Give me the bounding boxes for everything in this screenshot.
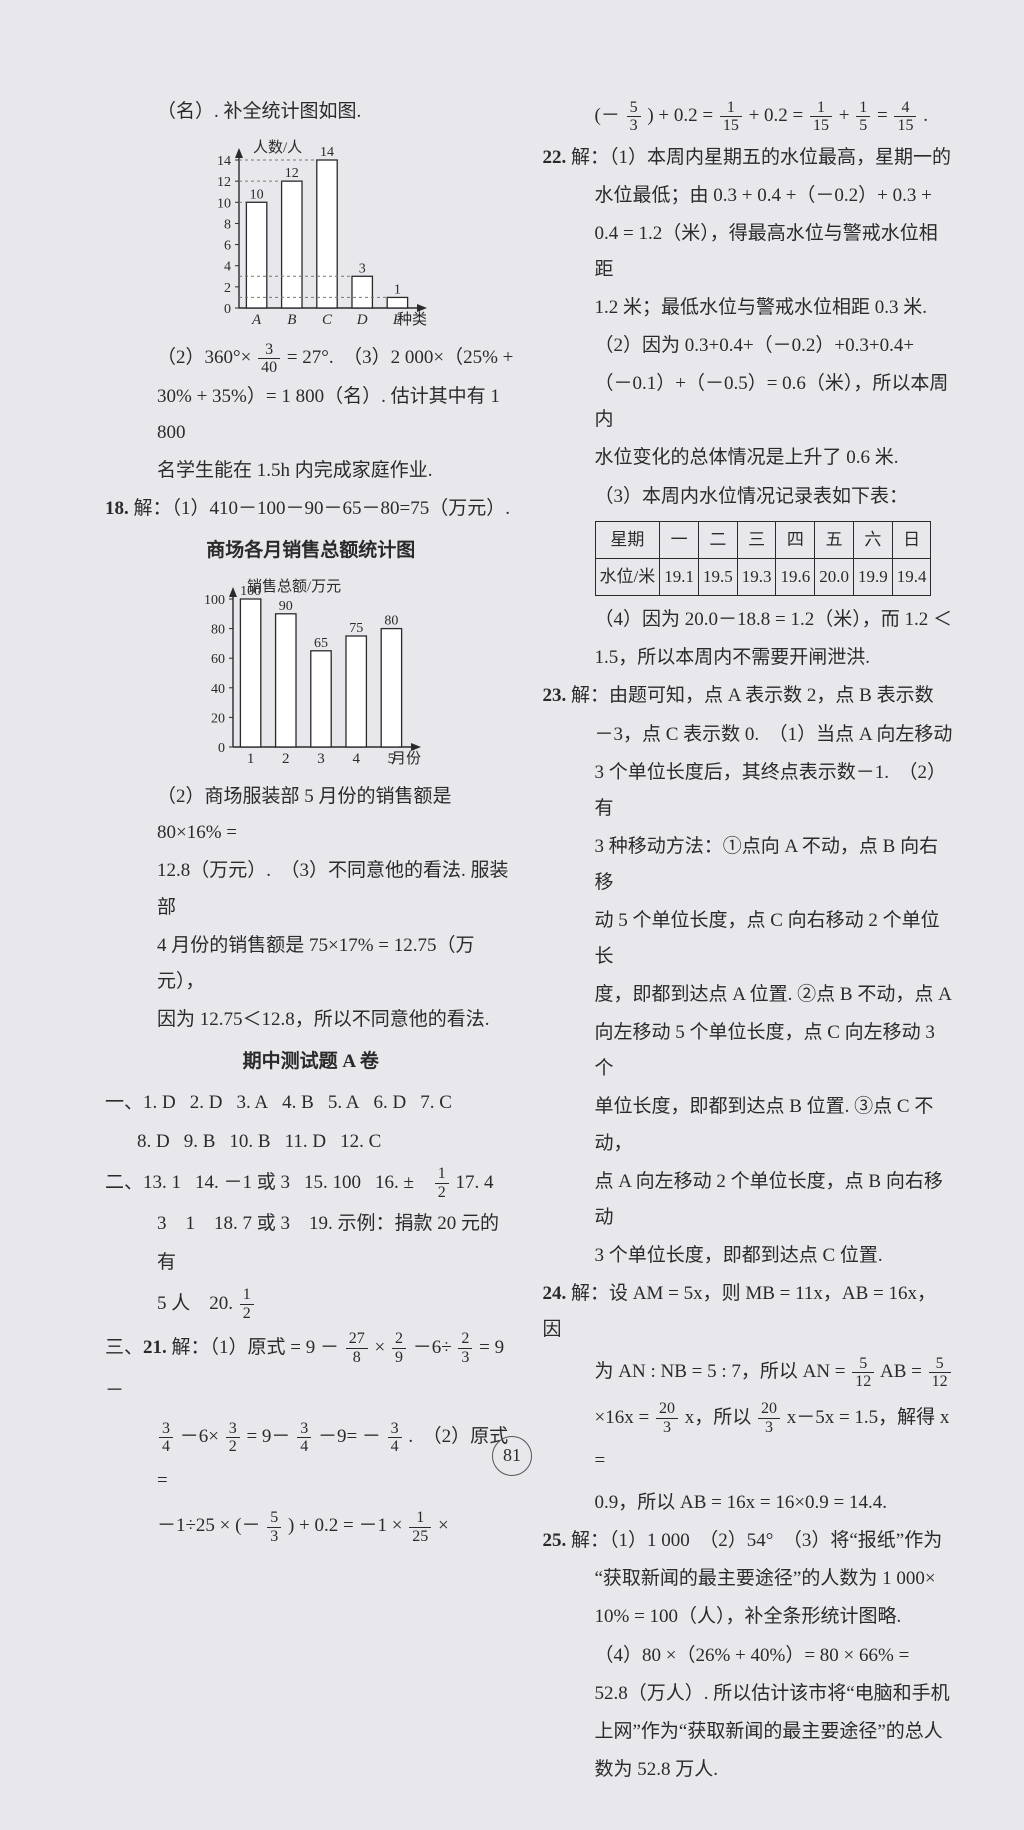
line-3: 30% + 35%）= 1 800（名）. 估计其中有 1 800	[105, 379, 517, 451]
q24d: 0.9，所以 AB = 16x = 16×0.9 = 14.4.	[543, 1485, 955, 1521]
q18b: （2）商场服装部 5 月份的销售额是 80×16% =	[105, 779, 517, 851]
q23i: 点 A 向左移动 2 个单位长度，点 B 向右移动	[543, 1164, 955, 1236]
q23b: －3，点 C 表示数 0. （1）当点 A 向左移动	[543, 717, 955, 753]
q25e: 52.8（万人）. 所以估计该市将“电脑和手机	[543, 1676, 955, 1712]
svg-text:2: 2	[224, 281, 231, 296]
q22c: 0.4 = 1.2（米），得最高水位与警戒水位相距	[543, 216, 955, 288]
q18: 18. 解：（1）410－100－90－65－80=75（万元）.	[105, 491, 517, 527]
svg-text:4: 4	[352, 751, 360, 767]
line-2: （2）360°× 340 = 27°. （3）2 000×（25% +	[105, 340, 517, 377]
svg-text:12: 12	[217, 175, 231, 190]
intro-text: （名）. 补全统计图如图.	[105, 94, 517, 130]
svg-text:10: 10	[249, 187, 263, 202]
answers-a: 一、1. D2. D3. A4. B5. A6. D7. C8. D9. B10…	[105, 1084, 517, 1162]
q22b: 水位最低；由 0.3 + 0.4 +（－0.2）+ 0.3 +	[543, 178, 955, 214]
line-4: 名学生能在 1.5h 内完成家庭作业.	[105, 453, 517, 489]
q21-line3: －1÷25 × (－ 53 ) + 0.2 = －1 × 125 ×	[105, 1504, 517, 1548]
q22f: （－0.1）+（－0.5）= 0.6（米），所以本周内	[543, 366, 955, 438]
svg-text:40: 40	[211, 682, 225, 697]
q25f: 上网”作为“获取新闻的最主要途径”的总人	[543, 1714, 955, 1750]
left-column: （名）. 补全统计图如图. 0246810121410A12B14C3D1E人数…	[105, 94, 517, 1790]
q25g: 数为 52.8 万人.	[543, 1752, 955, 1788]
q24b: 为 AN : NB = 5 : 7，所以 AN = 512 AB = 512	[543, 1350, 955, 1394]
svg-text:1: 1	[394, 283, 401, 298]
q23: 23. 解：由题可知，点 A 表示数 2，点 B 表示数	[543, 678, 955, 714]
q25d: （4）80 ×（26% + 40%）= 80 × 66% =	[543, 1638, 955, 1674]
q22e: （2）因为 0.3+0.4+（－0.2）+0.3+0.4+	[543, 328, 955, 364]
svg-text:2: 2	[282, 751, 290, 767]
svg-text:1: 1	[247, 751, 255, 767]
page: （名）. 补全统计图如图. 0246810121410A12B14C3D1E人数…	[0, 0, 1024, 1830]
svg-text:0: 0	[218, 741, 225, 756]
svg-text:90: 90	[279, 599, 293, 614]
ansB-line3: 5 人 20. 12	[105, 1285, 517, 1324]
svg-text:D: D	[356, 312, 368, 328]
mid-test-heading: 期中测试题 A 卷	[105, 1044, 517, 1080]
svg-text:14: 14	[217, 154, 231, 169]
q25b: “获取新闻的最主要途径”的人数为 1 000×	[543, 1561, 955, 1597]
q22h: （3）本周内水位情况记录表如下表：	[543, 479, 955, 515]
chart2: 0204060801001001902653754805销售总额/万元月份	[185, 575, 437, 775]
q23h: 单位长度，即都到达点 B 位置. ③点 C 不动，	[543, 1089, 955, 1161]
svg-text:4: 4	[224, 260, 231, 275]
chart2-wrap: 0204060801001001902653754805销售总额/万元月份	[105, 575, 517, 775]
section3: 三、21. 解：（1）原式 = 9 － 278 × 29 －6÷ 23 = 9－	[105, 1326, 517, 1413]
svg-text:3: 3	[317, 751, 325, 767]
svg-text:80: 80	[384, 614, 398, 629]
svg-text:月份: 月份	[391, 750, 421, 767]
q18c: 12.8（万元）. （3）不同意他的看法. 服装部	[105, 853, 517, 925]
q22g: 水位变化的总体情况是上升了 0.6 米.	[543, 440, 955, 476]
svg-text:60: 60	[211, 652, 225, 667]
svg-text:6: 6	[224, 239, 231, 254]
q22d: 1.2 米；最低水位与警戒水位相距 0.3 米.	[543, 290, 955, 326]
svg-text:14: 14	[320, 145, 334, 160]
svg-text:100: 100	[204, 593, 225, 608]
svg-text:B: B	[287, 312, 296, 328]
answers-b: 二、13. 114. －1 或 315. 10016. ± 12 17. 4	[105, 1164, 517, 1203]
q22j: 1.5，所以本周内不需要开闸泄洪.	[543, 640, 955, 676]
right-column: (－ 53 ) + 0.2 = 115 + 0.2 = 115 + 15 = 4…	[543, 94, 955, 1790]
q22: 22. 解：（1）本周内星期五的水位最高，星期一的	[543, 140, 955, 176]
water-level-table: 星期一二三四五六日 水位/米19.119.519.319.620.019.919…	[595, 521, 932, 597]
chart2-title: 商场各月销售总额统计图	[105, 533, 517, 569]
q23e: 动 5 个单位长度，点 C 向右移动 2 个单位长	[543, 903, 955, 975]
chart1-wrap: 0246810121410A12B14C3D1E人数/人种类	[105, 136, 517, 336]
q18e: 因为 12.75＜12.8，所以不同意他的看法.	[105, 1002, 517, 1038]
q23d: 3 种移动方法：①点向 A 不动，点 B 向右移	[543, 829, 955, 901]
svg-text:20: 20	[211, 712, 225, 727]
r1: (－ 53 ) + 0.2 = 115 + 0.2 = 115 + 15 = 4…	[543, 94, 955, 138]
svg-text:80: 80	[211, 623, 225, 638]
svg-text:销售总额/万元: 销售总额/万元	[247, 578, 341, 595]
q22i: （4）因为 20.0－18.8 = 1.2（米），而 1.2 ＜	[543, 602, 955, 638]
svg-text:0: 0	[224, 302, 231, 317]
svg-text:10: 10	[217, 196, 231, 211]
svg-text:3: 3	[358, 261, 365, 276]
svg-text:8: 8	[224, 218, 231, 233]
svg-text:12: 12	[285, 166, 299, 181]
q24: 24. 解：设 AM = 5x，则 MB = 11x，AB = 16x，因	[543, 1276, 955, 1348]
chart1: 0246810121410A12B14C3D1E人数/人种类	[191, 136, 431, 336]
svg-text:75: 75	[349, 621, 363, 636]
q25: 25. 解：（1）1 000 （2）54° （3）将“报纸”作为	[543, 1523, 955, 1559]
q25c: 10% = 100（人），补全条形统计图略.	[543, 1599, 955, 1635]
svg-text:种类: 种类	[397, 311, 427, 328]
svg-text:人数/人: 人数/人	[253, 139, 302, 156]
svg-text:C: C	[322, 312, 333, 328]
page-number: 81	[0, 1436, 1024, 1476]
ansB-line2: 3 1 18. 7 或 3 19. 示例：捐款 20 元的有	[105, 1205, 517, 1283]
q23g: 向左移动 5 个单位长度，点 C 向左移动 3 个	[543, 1015, 955, 1087]
q18d: 4 月份的销售额是 75×17% = 12.75（万元），	[105, 928, 517, 1000]
svg-text:65: 65	[314, 636, 328, 651]
q23f: 度，即都到达点 A 位置. ②点 B 不动，点 A	[543, 977, 955, 1013]
svg-text:A: A	[251, 312, 262, 328]
q23j: 3 个单位长度，即都到达点 C 位置.	[543, 1238, 955, 1274]
q23c: 3 个单位长度后，其终点表示数－1. （2）有	[543, 755, 955, 827]
